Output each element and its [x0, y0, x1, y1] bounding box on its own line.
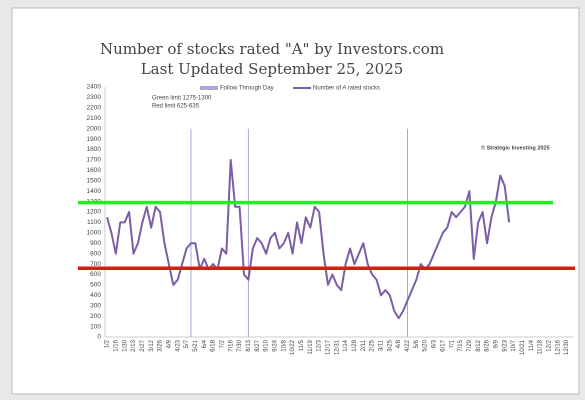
- x-tick-label: 7/16: [228, 339, 234, 351]
- x-tick-label: 5/20: [423, 339, 429, 351]
- x-tick-label: 12/3: [317, 339, 323, 351]
- x-tick-label: 3/11: [379, 339, 385, 351]
- x-tick-label: 5/6: [414, 339, 420, 348]
- legend-swatch: [200, 86, 218, 90]
- x-tick-label: 2/27: [140, 339, 146, 351]
- y-tick-label: 300: [90, 302, 101, 309]
- x-tick-label: 7/30: [237, 339, 243, 351]
- follow-through-bar: [406, 128, 408, 337]
- y-tick-label: 600: [90, 271, 101, 278]
- x-tick-label: 2/13: [131, 339, 137, 351]
- y-tick-label: 100: [90, 323, 101, 330]
- x-tick-label: 8/13: [246, 339, 252, 351]
- x-tick-label: 3/26: [158, 339, 164, 351]
- y-tick-label: 2200: [87, 105, 102, 112]
- chart-title: Number of stocks rated "A" by Investors.…: [100, 40, 444, 58]
- y-tick-label: 2400: [87, 84, 102, 91]
- x-tick-label: 12/2: [546, 339, 552, 351]
- x-tick-label: 10/8: [281, 339, 287, 351]
- x-tick-label: 11/18: [538, 339, 544, 354]
- x-tick-label: 7/2: [219, 339, 225, 348]
- x-tick-label: 4/22: [405, 339, 411, 351]
- x-tick-label: 3/25: [387, 339, 393, 351]
- y-tick-label: 1200: [87, 209, 102, 216]
- series-line: [106, 158, 511, 320]
- y-tick-label: 500: [90, 282, 101, 289]
- x-tick-label: 9/10: [264, 339, 270, 351]
- x-tick-label: 7/15: [458, 339, 464, 351]
- x-tick-label: 6/3: [432, 339, 438, 348]
- y-tick-label: 2000: [87, 125, 102, 132]
- x-tick-label: 1/30: [122, 339, 128, 351]
- x-tick-label: 5/7: [184, 339, 190, 348]
- x-tick-label: 11/19: [308, 339, 314, 354]
- x-tick-label: 11/5: [299, 339, 305, 351]
- x-tick-label: 12/17: [326, 339, 332, 355]
- x-tick-label: 6/4: [202, 339, 208, 348]
- x-tick-label: 1/28: [352, 339, 358, 351]
- x-tick-label: 4/23: [175, 339, 181, 351]
- x-tick-label: 10/21: [520, 339, 526, 355]
- y-tick-label: 1100: [87, 219, 101, 226]
- y-tick-label: 2100: [87, 115, 102, 122]
- x-tick-label: 8/27: [255, 339, 261, 351]
- y-tick-label: 1500: [87, 177, 102, 184]
- y-tick-label: 2300: [87, 94, 102, 101]
- x-tick-label: 4/9: [166, 339, 172, 348]
- x-tick-label: 7/29: [467, 339, 473, 351]
- x-tick-label: 9/23: [502, 339, 508, 351]
- y-tick-label: 900: [90, 240, 101, 247]
- x-tick-label: 7/1: [449, 339, 455, 348]
- x-tick-label: 12/30: [564, 339, 570, 355]
- x-tick-label: 12/16: [555, 339, 561, 355]
- x-tick-label: 8/12: [476, 339, 482, 351]
- x-tick-label: 1/16: [113, 339, 119, 351]
- x-tick-label: 5/21: [193, 339, 199, 351]
- x-tick-label: 10/22: [290, 339, 296, 355]
- y-tick-label: 1400: [87, 188, 102, 195]
- y-tick-label: 1900: [87, 136, 102, 143]
- x-tick-label: 1/2: [105, 339, 111, 348]
- y-tick-label: 1800: [87, 146, 102, 153]
- y-tick-label: 1000: [87, 230, 102, 237]
- annotation: Green limit 1275-1300: [152, 96, 212, 102]
- y-tick-label: 0: [97, 334, 101, 341]
- follow-through-bar: [190, 128, 192, 337]
- x-tick-label: 6/17: [440, 339, 446, 351]
- x-tick-label: 2/11: [361, 339, 367, 351]
- x-tick-label: 3/12: [149, 339, 155, 351]
- y-tick-label: 1600: [87, 167, 102, 174]
- x-tick-label: 1/14: [343, 339, 349, 351]
- x-tick-label: 9/9: [493, 339, 499, 348]
- x-tick-label: 11/4: [529, 339, 535, 351]
- y-tick-label: 800: [90, 250, 101, 257]
- copyright: © Strategic Investing 2025: [481, 144, 550, 151]
- legend-label: Follow Through Day: [220, 86, 274, 92]
- x-tick-label: 2/25: [370, 339, 376, 351]
- x-tick-label: 12/31: [334, 339, 340, 355]
- y-tick-label: 400: [90, 292, 101, 299]
- x-tick-label: 4/8: [396, 339, 402, 348]
- y-tick-label: 700: [90, 261, 101, 268]
- chart-subtitle: Last Updated September 25, 2025: [141, 60, 404, 78]
- y-tick-label: 1700: [87, 157, 102, 164]
- annotation: Red limit 625-635: [152, 104, 200, 110]
- x-tick-label: 6/18: [211, 339, 217, 351]
- follow-through-bar: [247, 128, 249, 337]
- x-tick-label: 8/26: [485, 339, 491, 351]
- y-tick-label: 200: [90, 313, 101, 320]
- legend-label: Number of A rated stocks: [313, 86, 380, 92]
- x-tick-label: 10/7: [511, 339, 517, 351]
- x-tick-label: 9/24: [273, 339, 279, 351]
